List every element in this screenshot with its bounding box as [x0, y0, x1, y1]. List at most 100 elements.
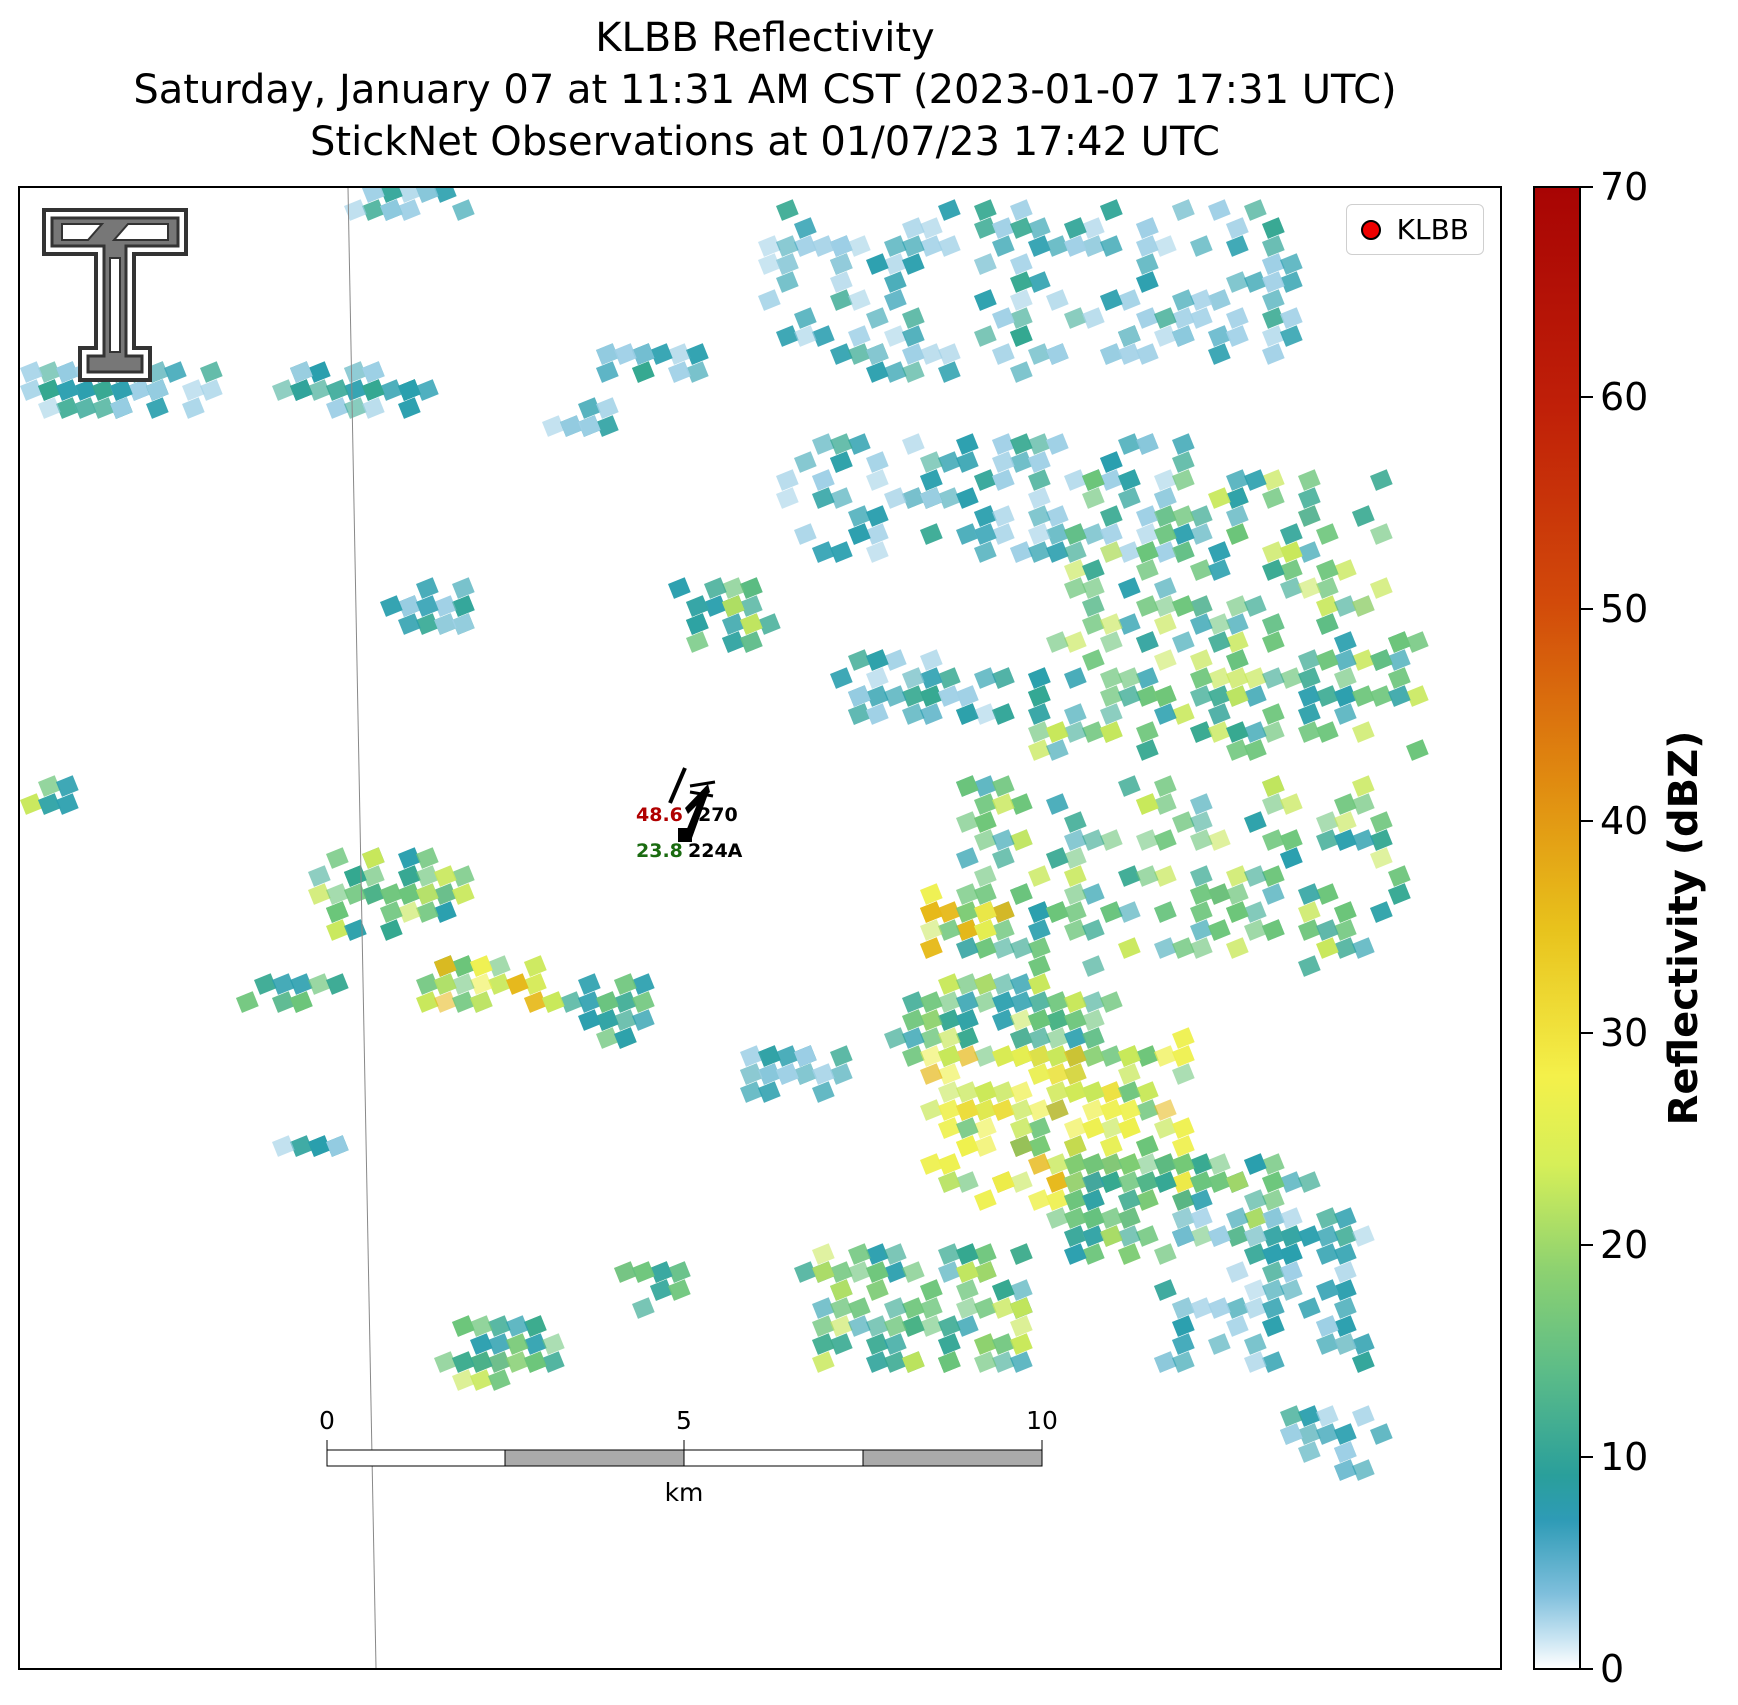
reflectivity-cell: [866, 505, 889, 527]
reflectivity-cell: [1172, 541, 1195, 563]
reflectivity-cell: [452, 1315, 475, 1337]
reflectivity-cell: [1190, 505, 1213, 527]
reflectivity-cell: [1045, 1171, 1069, 1193]
reflectivity-cell: [992, 1171, 1015, 1193]
reflectivity-cell: [1081, 721, 1105, 743]
reflectivity-cell: [1298, 955, 1321, 977]
reflectivity-cell: [956, 1009, 979, 1031]
reflectivity-cell: [1046, 739, 1069, 761]
reflectivity-cell: [1279, 1243, 1303, 1265]
reflectivity-cell: [254, 973, 277, 995]
reflectivity-cell: [1172, 703, 1195, 725]
reflectivity-cell: [974, 937, 997, 959]
reflectivity-cell: [1388, 631, 1411, 653]
reflectivity-cell: [1028, 1009, 1051, 1031]
reflectivity-cell: [1172, 1225, 1195, 1247]
reflectivity-cell: [1028, 739, 1051, 761]
reflectivity-cell: [1118, 1117, 1141, 1139]
reflectivity-cell: [1064, 991, 1087, 1013]
reflectivity-cell: [1045, 505, 1069, 527]
reflectivity-cell: [974, 1351, 997, 1373]
reflectivity-cell: [884, 361, 907, 383]
colorbar-tick-label: 40: [1600, 799, 1649, 843]
reflectivity-cell: [974, 1243, 997, 1265]
reflectivity-cell: [956, 847, 979, 869]
reflectivity-cell: [416, 847, 439, 869]
reflectivity-cell: [920, 1279, 943, 1301]
reflectivity-cell: [1190, 685, 1213, 707]
reflectivity-cell: [992, 1081, 1015, 1103]
colorbar-tick-label: 50: [1600, 587, 1649, 631]
reflectivity-cell: [1406, 685, 1429, 707]
reflectivity-cell: [739, 1063, 763, 1085]
reflectivity-cell: [938, 1333, 961, 1355]
reflectivity-cell: [884, 1315, 907, 1337]
reflectivity-cell: [991, 1279, 1015, 1301]
reflectivity-cell: [416, 188, 439, 203]
reflectivity-cell: [1243, 811, 1267, 833]
reflectivity-cell: [1136, 1189, 1159, 1211]
reflectivity-cell: [1064, 1081, 1087, 1103]
reflectivity-cell: [1027, 973, 1051, 995]
reflectivity-cell: [1244, 1279, 1267, 1301]
reflectivity-cell: [56, 361, 79, 383]
reflectivity-cell: [1010, 973, 1033, 995]
reflectivity-cell: [938, 991, 961, 1013]
reflectivity-cell: [1171, 505, 1195, 527]
reflectivity-cell: [1064, 1063, 1087, 1085]
reflectivity-cell: [1262, 613, 1285, 635]
reflectivity-cell: [1190, 865, 1213, 887]
reflectivity-cell: [1370, 577, 1393, 599]
reflectivity-cell: [416, 991, 439, 1013]
reflectivity-cell: [1190, 523, 1213, 545]
reflectivity-cell: [1009, 253, 1033, 275]
sticknet-station-plot[interactable]: [20, 188, 1500, 1668]
reflectivity-cell: [1136, 1225, 1159, 1247]
reflectivity-cell: [1136, 271, 1159, 293]
reflectivity-cell: [956, 1117, 979, 1139]
reflectivity-cell: [1045, 1063, 1069, 1085]
colorbar-tick-label: 10: [1600, 1435, 1649, 1479]
reflectivity-cell: [848, 1261, 871, 1283]
reflectivity-cell: [992, 1351, 1015, 1373]
reflectivity-cell: [1262, 1297, 1285, 1319]
reflectivity-cell: [992, 1297, 1015, 1319]
reflectivity-cell: [938, 1081, 961, 1103]
reflectivity-cell: [1243, 271, 1267, 293]
reflectivity-cell: [812, 433, 835, 455]
reflectivity-cell: [308, 973, 331, 995]
reflectivity-cell: [452, 199, 475, 221]
reflectivity-cell: [1207, 631, 1231, 653]
reflectivity-cell: [1226, 613, 1249, 635]
radar-map[interactable]: KLBB 48.6 270 23.8 224A 0 5 10 km: [18, 186, 1502, 1670]
reflectivity-cell: [1279, 1171, 1303, 1193]
reflectivity-cell: [1226, 1171, 1249, 1193]
reflectivity-cell: [757, 235, 781, 257]
reflectivity-cell: [866, 361, 889, 383]
reflectivity-cell: [1262, 883, 1285, 905]
reflectivity-cell: [452, 1369, 475, 1391]
reflectivity-cell: [1063, 1207, 1087, 1229]
reflectivity-cell: [1262, 919, 1285, 941]
reflectivity-cell: [920, 1099, 943, 1121]
reflectivity-cell: [956, 1243, 979, 1265]
reflectivity-cell: [1279, 793, 1303, 815]
reflectivity-cell: [1064, 1243, 1087, 1265]
reflectivity-cell: [1027, 1045, 1051, 1067]
reflectivity-cell: [1010, 937, 1033, 959]
reflectivity-cell: [1334, 1423, 1357, 1445]
reflectivity-cell: [1028, 343, 1051, 365]
reflectivity-cell: [632, 973, 655, 995]
reflectivity-cell: [956, 973, 979, 995]
reflectivity-cell: [884, 289, 907, 311]
reflectivity-cell: [1100, 505, 1123, 527]
reflectivity-cell: [1099, 1099, 1123, 1121]
reflectivity-cell: [1316, 829, 1339, 851]
reflectivity-cell: [326, 919, 349, 941]
reflectivity-cell: [1207, 1297, 1231, 1319]
reflectivity-cell: [686, 361, 709, 383]
reflectivity-cell: [775, 487, 799, 509]
reflectivity-cell: [542, 991, 565, 1013]
reflectivity-cell: [1154, 703, 1177, 725]
reflectivity-cell: [920, 235, 943, 257]
